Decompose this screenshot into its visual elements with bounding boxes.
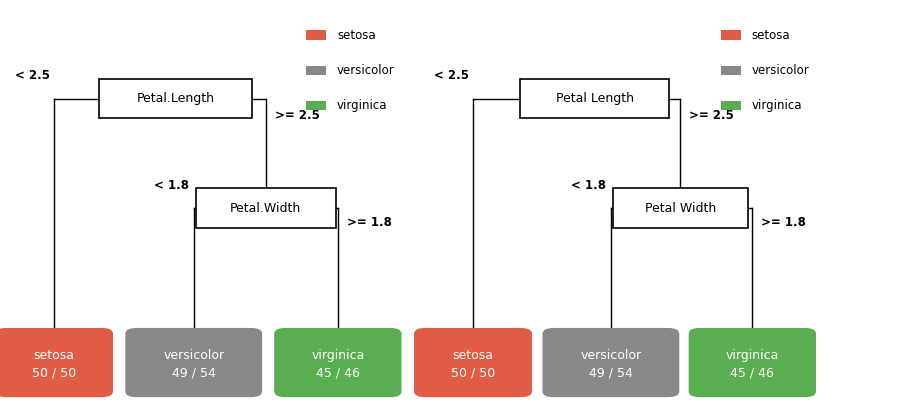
Text: 49 / 54: 49 / 54 [172,366,215,379]
Text: setosa: setosa [337,28,376,42]
Text: 45 / 46: 45 / 46 [316,366,359,379]
Text: virginica: virginica [337,98,387,112]
FancyBboxPatch shape [275,329,401,396]
FancyBboxPatch shape [721,66,741,75]
Text: virginica: virginica [725,349,779,362]
Text: versicolor: versicolor [163,349,224,362]
Text: setosa: setosa [452,349,494,362]
Text: >= 1.8: >= 1.8 [347,216,392,229]
Text: 49 / 54: 49 / 54 [589,366,633,379]
FancyBboxPatch shape [543,329,678,396]
FancyBboxPatch shape [126,329,261,396]
Text: Petal Width: Petal Width [644,201,716,215]
FancyBboxPatch shape [0,329,112,396]
Text: >= 1.8: >= 1.8 [761,216,806,229]
Text: versicolor: versicolor [337,63,395,77]
FancyBboxPatch shape [721,30,741,40]
FancyBboxPatch shape [306,30,326,40]
Text: 45 / 46: 45 / 46 [731,366,774,379]
FancyBboxPatch shape [196,189,335,227]
Text: virginica: virginica [751,98,802,112]
Text: >= 2.5: >= 2.5 [275,109,320,122]
Text: versicolor: versicolor [751,63,809,77]
Text: Petal.Length: Petal.Length [137,92,214,105]
FancyBboxPatch shape [613,189,748,227]
Text: >= 2.5: >= 2.5 [689,109,734,122]
Text: virginica: virginica [311,349,365,362]
Text: 50 / 50: 50 / 50 [450,366,496,379]
Text: < 1.8: < 1.8 [154,178,189,192]
Text: Petal Length: Petal Length [556,92,633,105]
FancyBboxPatch shape [306,101,326,110]
Text: 50 / 50: 50 / 50 [32,366,77,379]
FancyBboxPatch shape [99,80,252,119]
Text: Petal.Width: Petal.Width [230,201,302,215]
FancyBboxPatch shape [721,101,741,110]
Text: < 1.8: < 1.8 [571,178,606,192]
Text: versicolor: versicolor [580,349,642,362]
Text: < 2.5: < 2.5 [433,69,469,82]
Text: < 2.5: < 2.5 [14,69,50,82]
Text: setosa: setosa [751,28,790,42]
FancyBboxPatch shape [521,80,669,119]
FancyBboxPatch shape [306,66,326,75]
FancyBboxPatch shape [414,329,532,396]
FancyBboxPatch shape [689,329,815,396]
Text: setosa: setosa [33,349,75,362]
